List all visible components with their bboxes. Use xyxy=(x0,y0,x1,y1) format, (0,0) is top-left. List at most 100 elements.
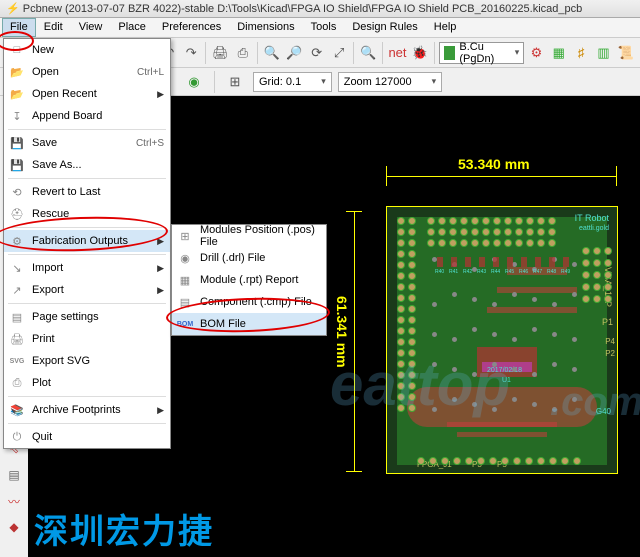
print-icon: 🖨 xyxy=(8,331,26,347)
plot-icon: ⎙ xyxy=(8,375,26,391)
module-rpt-report-icon: ▦ xyxy=(176,272,194,288)
submenuitem-bom-file[interactable]: BOMBOM File xyxy=(172,313,326,335)
bom-file-icon: BOM xyxy=(176,316,194,332)
menuitem-save-as-[interactable]: 💾Save As... xyxy=(4,154,170,176)
silk-p4: P4 xyxy=(605,337,615,346)
silk-sub: eattli.gold xyxy=(579,225,609,232)
menuitem-label: Quit xyxy=(32,431,164,443)
pcb-board: IT Robot eattli.gold VGA_15P P1 P4 P2 G4… xyxy=(386,206,618,474)
import-icon: ↘ xyxy=(8,260,26,276)
mode2-icon[interactable]: ◆ xyxy=(3,516,25,538)
zoomredraw-icon[interactable]: ⟳ xyxy=(307,41,327,65)
menuitem-page-settings[interactable]: ▤Page settings xyxy=(4,306,170,328)
submenuitem-drill-drl-file[interactable]: ◉Drill (.drl) File xyxy=(172,247,326,269)
zoomout-icon[interactable]: 🔎 xyxy=(284,41,304,65)
silk-p1: P1 xyxy=(602,317,613,327)
open-recent-icon: 📂 xyxy=(8,86,26,102)
menuitem-plot[interactable]: ⎙ Plot xyxy=(4,372,170,394)
menuitem-archive-footprints[interactable]: 📚 Archive Footprints ▶ xyxy=(4,399,170,421)
layer-mgr-icon[interactable]: ▤ xyxy=(3,464,25,486)
submenu-arrow-icon: ▶ xyxy=(157,405,164,416)
redo-icon[interactable]: ↷ xyxy=(181,41,201,65)
app-icon: ⚡ xyxy=(6,3,20,15)
quit-icon: ⏻ xyxy=(8,429,26,445)
render-icon[interactable]: ⚙ xyxy=(526,41,546,65)
via-icon[interactable]: ◉ xyxy=(182,70,206,94)
submenuitem-modules-position-pos-file[interactable]: ⊞Modules Position (.pos) File xyxy=(172,225,326,247)
archive-footprints-icon: 📚 xyxy=(8,402,26,418)
menu-bar: FileEditViewPlacePreferencesDimensionsTo… xyxy=(0,18,640,38)
microwave-icon[interactable]: 〰 xyxy=(3,490,25,512)
submenu-arrow-icon: ▶ xyxy=(157,89,164,100)
menu-preferences[interactable]: Preferences xyxy=(154,18,229,37)
menuitem-label: Archive Footprints xyxy=(32,404,153,416)
menuitem-label: Print xyxy=(32,333,164,345)
grid2-icon[interactable]: ♯ xyxy=(571,41,591,65)
script-icon[interactable]: 📜 xyxy=(616,41,636,65)
menu-edit[interactable]: Edit xyxy=(36,18,71,37)
menu-help[interactable]: Help xyxy=(426,18,465,37)
append-board-icon: ↧ xyxy=(8,108,26,124)
grid-combo[interactable]: Grid: 0.1 xyxy=(253,72,332,92)
menuitem-import[interactable]: ↘Import▶ xyxy=(4,257,170,279)
menuitem-label: Fabrication Outputs xyxy=(32,235,153,247)
window-title: Pcbnew (2013-07-07 BZR 4022)-stable D:\T… xyxy=(23,3,582,15)
menuitem-label: Import xyxy=(32,262,153,274)
menu-place[interactable]: Place xyxy=(110,18,154,37)
menu-designrules[interactable]: Design Rules xyxy=(344,18,425,37)
zoomin-icon[interactable]: 🔍 xyxy=(262,41,282,65)
submenuitem-module-rpt-report[interactable]: ▦ Module (.rpt) Report xyxy=(172,269,326,291)
plot-icon[interactable]: ⎙ xyxy=(233,41,253,65)
revert-to-last-icon: ⟲ xyxy=(8,184,26,200)
title-bar: ⚡ Pcbnew (2013-07-07 BZR 4022)-stable D:… xyxy=(0,0,640,18)
menuitem-export[interactable]: ↗Export▶ xyxy=(4,279,170,301)
submenuitem-label: Module (.rpt) Report xyxy=(200,274,320,286)
menu-tools[interactable]: Tools xyxy=(303,18,345,37)
layer-swatch xyxy=(444,46,456,60)
menuitem-label: New xyxy=(32,44,164,56)
menuitem-rescue[interactable]: ⛑ Rescue xyxy=(4,203,170,225)
bottom-cjk-text: 深圳宏力捷 xyxy=(34,504,214,553)
menuitem-label: Rescue xyxy=(32,208,164,220)
print-icon[interactable]: 🖨 xyxy=(210,41,230,65)
menu-dimensions[interactable]: Dimensions xyxy=(229,18,302,37)
zoomfit-icon[interactable]: ⤢ xyxy=(329,41,349,65)
export-icon: ↗ xyxy=(8,282,26,298)
find-icon[interactable]: 🔍 xyxy=(358,41,378,65)
layer-select[interactable]: B.Cu (PgDn) ▾ xyxy=(439,42,524,64)
gridunits-icon[interactable]: ⊞ xyxy=(223,70,247,94)
menuitem-label: Save xyxy=(32,137,136,149)
grid3-icon[interactable]: ▥ xyxy=(593,41,613,65)
rescue-icon: ⛑ xyxy=(8,206,26,222)
menuitem-export-svg[interactable]: SVGExport SVG xyxy=(4,350,170,372)
netlist-icon[interactable]: net xyxy=(387,41,407,65)
menuitem-label: Export xyxy=(32,284,153,296)
menuitem-label: Revert to Last xyxy=(32,186,164,198)
zoom-combo[interactable]: Zoom 127000 xyxy=(338,72,442,92)
save-icon: 💾 xyxy=(8,135,26,151)
menuitem-open-recent[interactable]: 📂Open Recent▶ xyxy=(4,83,170,105)
file-menu: □New📂OpenCtrl+L📂Open Recent▶↧Append Boar… xyxy=(3,38,171,449)
silk-u1: U1 xyxy=(502,377,511,384)
menuitem-fabrication-outputs[interactable]: ⚙Fabrication Outputs▶ xyxy=(4,230,170,252)
menuitem-open[interactable]: 📂OpenCtrl+L xyxy=(4,61,170,83)
drc-icon[interactable]: 🐞 xyxy=(410,41,430,65)
menuitem-label: Export SVG xyxy=(32,355,164,367)
component-cmp-file-icon: ▤ xyxy=(176,294,194,310)
menuitem-quit[interactable]: ⏻ Quit xyxy=(4,426,170,448)
menuitem-print[interactable]: 🖨 Print xyxy=(4,328,170,350)
menuitem-new[interactable]: □New xyxy=(4,39,170,61)
menuitem-revert-to-last[interactable]: ⟲ Revert to Last xyxy=(4,181,170,203)
layer-name: B.Cu (PgDn) xyxy=(459,41,510,65)
fabrication-outputs-icon: ⚙ xyxy=(8,233,26,249)
menuitem-label: Plot xyxy=(32,377,164,389)
menuitem-save[interactable]: 💾SaveCtrl+S xyxy=(4,132,170,154)
grid-label: Grid: 0.1 xyxy=(259,76,301,88)
menuitem-append-board[interactable]: ↧Append Board xyxy=(4,105,170,127)
menu-view[interactable]: View xyxy=(71,18,111,37)
grid1-icon[interactable]: ▦ xyxy=(549,41,569,65)
menuitem-label: Page settings xyxy=(32,311,164,323)
submenuitem-component-cmp-file[interactable]: ▤ Component (.cmp) File xyxy=(172,291,326,313)
menu-file[interactable]: File xyxy=(2,18,36,37)
submenuitem-label: Component (.cmp) File xyxy=(200,296,320,308)
